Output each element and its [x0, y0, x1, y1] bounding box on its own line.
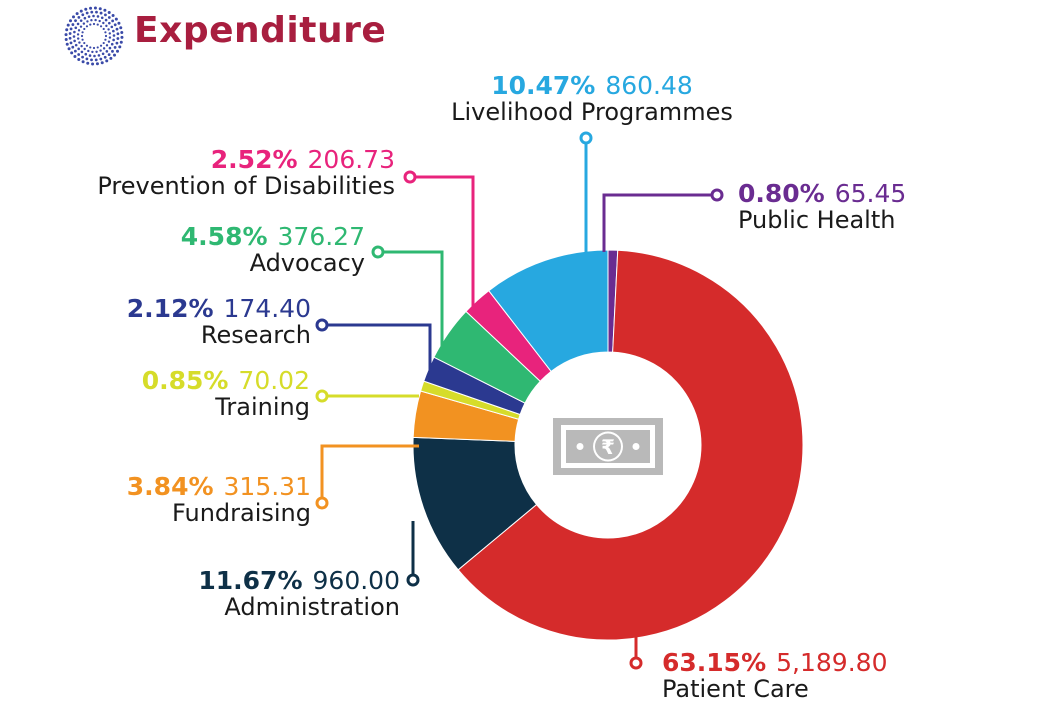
- category-livelihood: Livelihood Programmes: [451, 98, 733, 126]
- page-title: Expenditure: [134, 10, 387, 51]
- rupee-banknote-icon: ₹: [553, 418, 663, 475]
- category-administration: Administration: [224, 593, 400, 621]
- label-research: 2.12% 174.40 Research: [127, 296, 311, 347]
- category-patient_care: Patient Care: [662, 675, 809, 703]
- leader-line-fundraising: [320, 444, 419, 503]
- label-fundraising: 3.84% 315.31 Fundraising: [127, 474, 311, 525]
- label-training: 0.85% 70.02 Training: [142, 368, 310, 419]
- label-public_health: 0.80% 65.45 Public Health: [738, 181, 906, 232]
- percent-administration: 11.67%: [198, 566, 303, 595]
- label-prevention: 2.52% 206.73 Prevention of Disabilities: [97, 147, 395, 198]
- amount-prevention: 206.73: [307, 145, 395, 174]
- leader-dot-public_health: [710, 188, 724, 202]
- percent-research: 2.12%: [126, 294, 214, 323]
- category-fundraising: Fundraising: [171, 499, 311, 527]
- leader-dot-training: [315, 389, 329, 403]
- leader-line-prevention: [410, 175, 475, 307]
- amount-administration: 960.00: [312, 566, 400, 595]
- percent-training: 0.85%: [141, 366, 229, 395]
- amount-training: 70.02: [238, 366, 310, 395]
- category-public_health: Public Health: [738, 206, 896, 234]
- percent-livelihood: 10.47%: [491, 71, 596, 100]
- amount-research: 174.40: [223, 294, 311, 323]
- label-patient_care: 63.15% 5,189.80 Patient Care: [662, 650, 887, 701]
- percent-public_health: 0.80%: [738, 179, 825, 208]
- percent-patient_care: 63.15%: [662, 648, 767, 677]
- leader-dot-administration: [406, 573, 420, 587]
- category-research: Research: [200, 321, 311, 349]
- leader-line-research: [322, 323, 432, 382]
- label-advocacy: 4.58% 376.27 Advocacy: [181, 224, 365, 275]
- svg-text:₹: ₹: [601, 435, 615, 459]
- label-livelihood: 10.47% 860.48 Livelihood Programmes: [447, 73, 737, 124]
- leader-dot-prevention: [403, 170, 417, 184]
- leader-dot-fundraising: [315, 496, 329, 510]
- leader-line-public_health: [602, 193, 717, 252]
- label-administration: 11.67% 960.00 Administration: [198, 568, 400, 619]
- leader-dot-livelihood: [579, 131, 593, 145]
- slice-livelihood: [488, 249, 609, 373]
- amount-fundraising: 315.31: [223, 472, 311, 501]
- amount-public_health: 65.45: [834, 179, 907, 208]
- percent-advocacy: 4.58%: [180, 222, 268, 251]
- slice-patient_care: [457, 249, 804, 641]
- amount-livelihood: 860.48: [605, 71, 693, 100]
- amount-patient_care: 5,189.80: [776, 648, 888, 677]
- leader-line-advocacy: [378, 250, 444, 350]
- percent-prevention: 2.52%: [210, 145, 298, 174]
- percent-fundraising: 3.84%: [126, 472, 214, 501]
- category-prevention: Prevention of Disabilities: [97, 172, 395, 200]
- radial-dots-logo: [64, 6, 124, 66]
- leader-dot-advocacy: [371, 245, 385, 259]
- amount-advocacy: 376.27: [277, 222, 365, 251]
- category-training: Training: [215, 393, 310, 421]
- category-advocacy: Advocacy: [249, 249, 365, 277]
- leader-dot-patient_care: [629, 656, 643, 670]
- leader-dot-research: [315, 318, 329, 332]
